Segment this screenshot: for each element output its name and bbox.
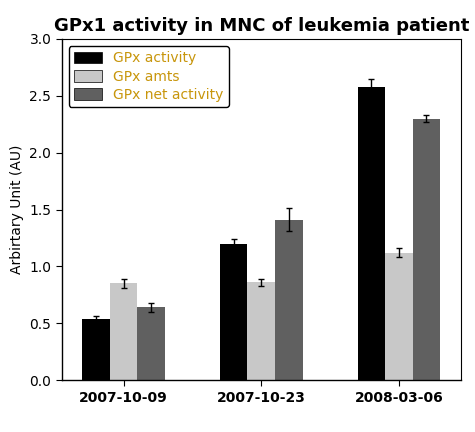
Bar [413,118,440,380]
Bar [137,307,165,380]
Legend: GPx activity, GPx amts, GPx net activity: GPx activity, GPx amts, GPx net activity [69,46,229,107]
Bar [385,253,413,380]
Bar [82,319,110,380]
Bar [275,220,303,380]
Title: GPx1 activity in MNC of leukemia patient: GPx1 activity in MNC of leukemia patient [54,16,469,35]
Bar [220,244,247,380]
Bar [358,87,385,380]
Bar [110,283,137,380]
Y-axis label: Arbirtary Unit (AU): Arbirtary Unit (AU) [10,145,24,274]
Bar [247,283,275,380]
